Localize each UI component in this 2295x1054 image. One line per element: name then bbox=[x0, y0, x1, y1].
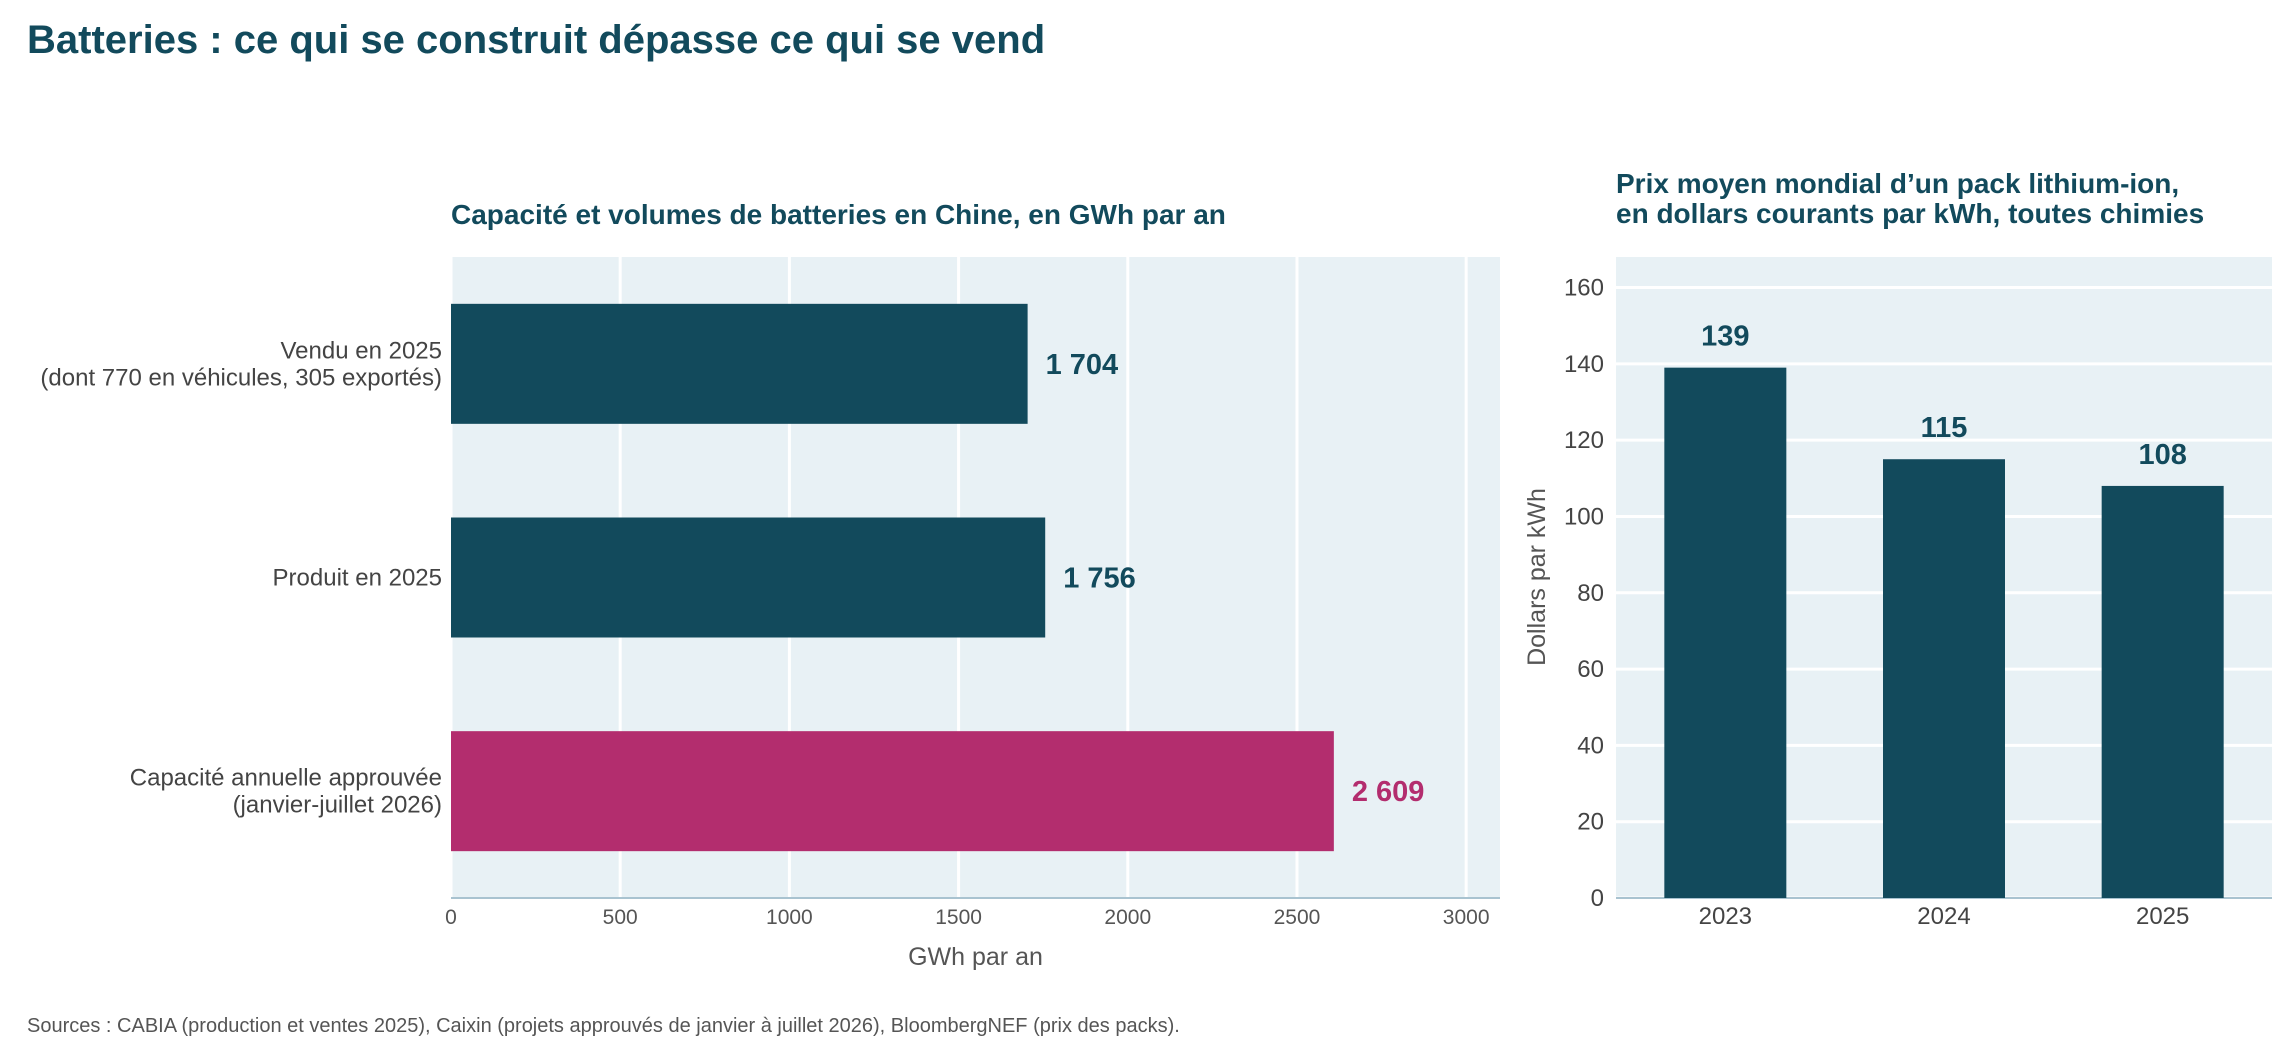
left-bar-value-label: 2 609 bbox=[1352, 776, 1425, 808]
right-y-tick-label: 140 bbox=[1564, 351, 1604, 378]
left-category-label: (janvier-juillet 2026) bbox=[233, 792, 442, 819]
right-bar bbox=[2101, 485, 2224, 898]
left-bar bbox=[451, 517, 1046, 638]
right-y-tick-label: 160 bbox=[1564, 275, 1604, 302]
right-bar bbox=[1883, 459, 2005, 898]
left-bar bbox=[451, 731, 1334, 852]
left-x-tick-label: 1000 bbox=[766, 906, 813, 929]
right-y-tick-label: 0 bbox=[1591, 885, 1604, 912]
source-note: Sources : CABIA (production et ventes 20… bbox=[27, 1015, 1180, 1037]
right-y-tick-label: 60 bbox=[1577, 656, 1604, 683]
left-category-label: Produit en 2025 bbox=[273, 565, 442, 592]
right-y-tick-label: 40 bbox=[1577, 732, 1604, 759]
left-chart-title: Capacité et volumes de batteries en Chin… bbox=[451, 199, 1226, 230]
right-chart-title: en dollars courants par kWh, toutes chim… bbox=[1616, 198, 2204, 229]
left-x-tick-label: 0 bbox=[445, 906, 457, 929]
left-x-tick-label: 2500 bbox=[1274, 906, 1321, 929]
right-y-axis-title: Dollars par kWh bbox=[1523, 488, 1551, 666]
right-bar bbox=[1664, 367, 1787, 898]
left-x-tick-label: 2000 bbox=[1104, 906, 1151, 929]
right-bar-value-label: 115 bbox=[1921, 412, 1968, 444]
right-bar-value-label: 108 bbox=[2138, 439, 2186, 471]
left-x-tick-label: 1500 bbox=[935, 906, 982, 929]
left-category-label: (dont 770 en véhicules, 305 exportés) bbox=[40, 364, 442, 391]
left-x-tick-label: 3000 bbox=[1443, 906, 1490, 929]
right-y-tick-label: 80 bbox=[1577, 580, 1604, 607]
right-y-tick-label: 20 bbox=[1577, 809, 1604, 836]
right-x-tick-label: 2025 bbox=[2136, 903, 2189, 930]
right-y-tick-label: 100 bbox=[1564, 503, 1604, 530]
left-category-label: Capacité annuelle approuvée bbox=[130, 765, 442, 792]
left-x-tick-label: 500 bbox=[603, 906, 638, 929]
right-x-tick-label: 2024 bbox=[1917, 903, 1970, 930]
left-category-label: Vendu en 2025 bbox=[281, 337, 443, 364]
left-bar bbox=[451, 303, 1028, 424]
right-chart-title: Prix moyen mondial d’un pack lithium-ion… bbox=[1616, 168, 2179, 199]
left-bar-value-label: 1 704 bbox=[1046, 349, 1119, 381]
right-x-tick-label: 2023 bbox=[1699, 903, 1752, 930]
right-bar-value-label: 139 bbox=[1701, 321, 1749, 353]
left-bar-value-label: 1 756 bbox=[1063, 563, 1136, 595]
left-x-axis-title: GWh par an bbox=[908, 943, 1043, 971]
right-y-tick-label: 120 bbox=[1564, 427, 1604, 454]
page-title: Batteries : ce qui se construit dépasse … bbox=[27, 18, 1046, 62]
